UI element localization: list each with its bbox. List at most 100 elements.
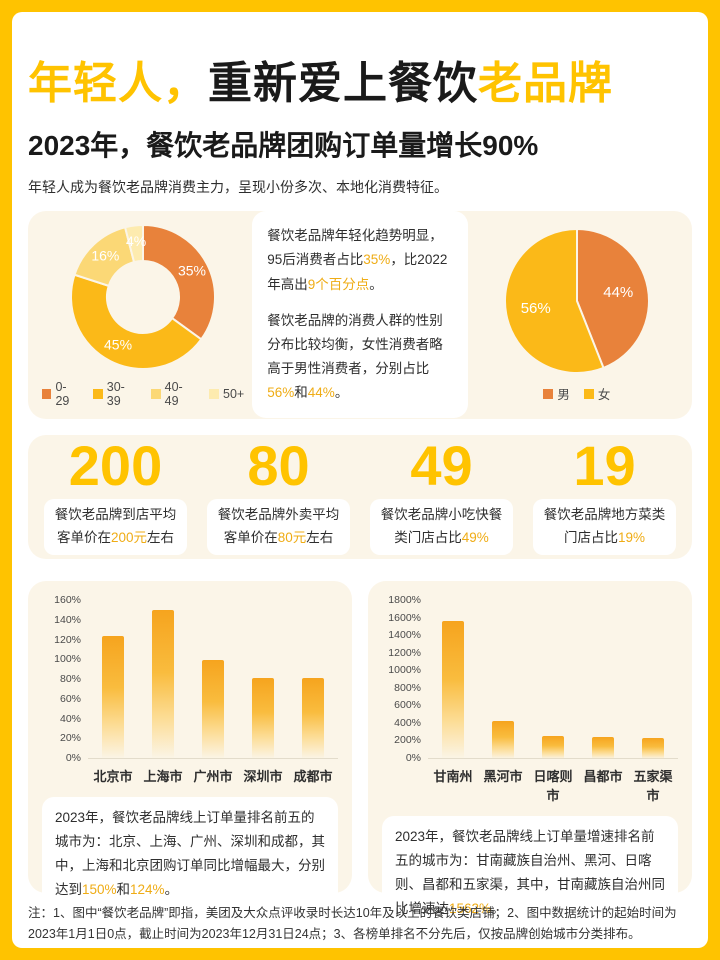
y-axis-tick-label: 20% [59, 732, 81, 745]
bar-column [478, 601, 528, 759]
insight-paragraph-gender: 餐饮老品牌的消费人群的性别分布比较均衡，女性消费者略高于男性消费者，分别占比 56… [267, 309, 452, 405]
legend-item-男: 男 [543, 384, 570, 403]
stat-item-avg-delivery: 80 餐饮老品牌外卖平均 客单价在80元左右 [197, 438, 360, 555]
legend-label: 30-39 [106, 379, 125, 408]
stat-caption: 餐饮老品牌到店平均 客单价在200元左右 [43, 499, 188, 555]
bar-北京市 [102, 636, 124, 759]
pie-slice-30-39 [70, 273, 203, 370]
text-segment: 餐饮老品牌到店平均 [54, 507, 177, 523]
legend-label: 40-49 [164, 379, 183, 408]
x-axis-label-昌都市: 昌都市 [583, 768, 623, 784]
y-axis-tick-label: 160% [54, 594, 81, 607]
bar-甘南州 [442, 621, 464, 759]
x-axis-label-深圳市: 深圳市 [243, 768, 283, 784]
text-segment: 。 [334, 384, 349, 400]
y-axis-tick-label: 40% [59, 712, 81, 725]
x-axis-label-五家渠市: 五家渠市 [633, 768, 673, 803]
bar-成都市 [302, 677, 324, 759]
legend-swatch-icon [543, 388, 554, 399]
title-main: 重新爱上餐饮 [208, 59, 478, 108]
highlight-text: 80元 [277, 530, 307, 546]
footnote: 注：1、图中“餐饮老品牌”即指，美团及大众点评收录时长达10年及以上的餐饮类店铺… [28, 905, 677, 941]
y-axis-tick-label: 1600% [388, 611, 421, 624]
bar-column [428, 601, 478, 759]
city-orders-panel: 0% 20% 40% 60% 80% 100% 120% 140% 160% 北京市 上海市 广州市深… [28, 580, 352, 911]
gender-pie-chart: 44% 56% [503, 228, 650, 375]
bar-column [578, 601, 628, 759]
growth-bar-chart: 0% 200% 400% 600% 800% 1000% 1200% 1400% 1600% 18… [382, 595, 678, 804]
legend-label: 0-29 [55, 379, 70, 408]
legend-swatch-icon [93, 388, 103, 399]
highlight-text: 9个百分点 [307, 276, 370, 292]
text-segment: 餐饮老品牌的消费人群的性别分布比较均衡，女性消费者略高于男性消费者，分别占比 [267, 312, 443, 376]
stats-panel: 200 餐饮老品牌到店平均 客单价在200元左右 80 餐饮老品牌外卖平均 客单价在… [28, 434, 692, 559]
text-segment: 。 [369, 276, 383, 292]
stat-item-avg-dinein: 200 餐饮老品牌到店平均 客单价在200元左右 [34, 438, 197, 555]
bar-column [88, 601, 138, 759]
text-segment: ，比2022年高出 [267, 252, 448, 292]
x-axis-label-日喀则市: 日喀则市 [533, 768, 573, 803]
text-segment: 客单价在 [223, 530, 278, 546]
y-axis-tick-label: 1400% [388, 629, 421, 642]
stat-item-local-cuisine-share: 19 餐饮老品牌地方菜类 门店占比19% [523, 438, 686, 555]
bar-chart-area: 0% 20% 40% 60% 80% 100% 120% 140% 160% 北京市 上海市 广州市深… [54, 595, 338, 785]
x-axis-labels: 北京市 上海市 广州市 深圳市 成都市 [88, 766, 338, 785]
x-axis-label-广州市: 广州市 [193, 768, 233, 784]
title-accent-right: 老品牌 [478, 59, 613, 108]
bottom-charts-row: 0% 20% 40% 60% 80% 100% 120% 140% 160% 北京市 上海市 广州市深… [28, 580, 692, 930]
text-segment: 左右 [147, 530, 175, 546]
y-axis-tick-label: 0% [65, 752, 81, 765]
text-segment: 。 [491, 900, 505, 916]
highlight-text: 44% [307, 384, 335, 400]
stat-caption: 餐饮老品牌小吃快餐 类门店占比49% [369, 499, 514, 555]
y-axis-tick-label: 400% [394, 716, 421, 729]
gender-legend: 男女 [543, 384, 610, 403]
legend-item-0-29: 0-29 [42, 380, 79, 408]
pie-slice-男 [575, 228, 650, 370]
bar-column [628, 601, 678, 759]
highlight-text: 56% [267, 384, 295, 400]
y-axis-tick-label: 140% [54, 613, 81, 626]
text-segment: 2023年，餐饮老品牌线上订单量增速排名前五的城市为：甘南藏族自治州、黑河、日喀… [395, 828, 665, 916]
gender-pie-section: 44% 56% 男女 [476, 226, 678, 403]
legend-item-30-39: 30-39 [93, 380, 137, 408]
bar-五家渠市 [642, 738, 664, 759]
x-axis-label-黑河市: 黑河市 [483, 768, 523, 784]
legend-swatch-icon [209, 388, 220, 399]
slice-value-label: 56% [521, 300, 551, 317]
y-axis-tick-label: 100% [54, 653, 81, 666]
slice-value-label: 4% [126, 233, 146, 249]
slice-value-label: 45% [104, 336, 132, 352]
age-donut-chart: 35% 45% 16% 4% [70, 223, 217, 370]
age-donut-section: 35% 45% 16% 4% 0-29 30-39 40-49 50+ [42, 222, 244, 408]
y-axis-tick-label: 600% [394, 699, 421, 712]
insight-card: 餐饮老品牌年轻化趋势明显，95后消费者占比35%，比2022年高出9个百分点。 … [252, 211, 468, 418]
highlight-text: 124% [130, 881, 165, 897]
y-axis-tick-label: 200% [394, 734, 421, 747]
y-axis-tick-label: 1200% [388, 646, 421, 659]
stat-value: 200 [68, 434, 163, 498]
text-segment: 。 [164, 881, 179, 897]
slice-value-label: 35% [178, 262, 206, 278]
bar-column [528, 601, 578, 759]
growth-note: 2023年，餐饮老品牌线上订单量增速排名前五的城市为：甘南藏族自治州、黑河、日喀… [382, 815, 678, 930]
y-axis-tick-label: 0% [405, 752, 421, 765]
bar-column [138, 601, 188, 759]
bars-container [428, 601, 678, 759]
text-segment: 餐饮老品牌地方菜类 [543, 507, 666, 523]
text-segment: 类门店占比 [394, 530, 462, 546]
stat-item-snack-share: 49 餐饮老品牌小吃快餐 类门店占比49% [360, 438, 523, 555]
city-orders-note: 2023年，餐饮老品牌线上订单量排名前五的城市为：北京、上海、广州、深圳和成都，… [42, 796, 338, 911]
legend-item-40-49: 40-49 [151, 380, 195, 408]
bar-上海市 [152, 610, 174, 759]
age-legend: 0-29 30-39 40-49 50+ [42, 380, 244, 408]
stat-value: 49 [410, 434, 473, 498]
legend-label: 男 [557, 388, 570, 403]
infographic-sheet: 年轻人，重新爱上餐饮老品牌 2023年，餐饮老品牌团购订单量增长90% 年轻人成… [12, 12, 708, 948]
page-subtitle: 2023年，餐饮老品牌团购订单量增长90% [28, 129, 539, 161]
stat-value: 19 [573, 434, 636, 498]
stat-value: 80 [247, 434, 310, 498]
y-axis-tick-label: 800% [394, 681, 421, 694]
bar-日喀则市 [542, 735, 564, 759]
bar-column [188, 601, 238, 759]
